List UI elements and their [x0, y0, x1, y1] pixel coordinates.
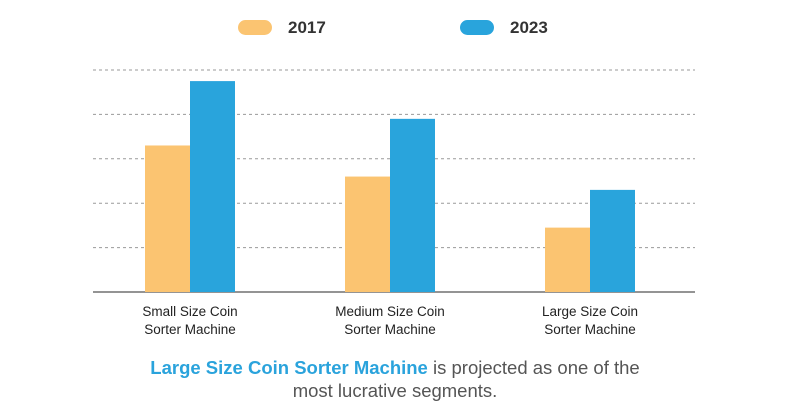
bar-2023-3	[590, 189, 635, 292]
bar-2017-3	[545, 227, 590, 292]
x-tick-label: Sorter Machine	[544, 322, 636, 337]
legend: 2017 2023	[238, 18, 548, 37]
legend-swatch-2017	[238, 20, 272, 35]
bars	[145, 81, 635, 292]
bar-2023-1	[190, 81, 235, 292]
caption-highlight: Large Size Coin Sorter Machine	[150, 357, 428, 378]
x-tick-label: Medium Size Coin	[335, 304, 445, 319]
bar-2017-2	[345, 176, 390, 292]
caption-text: is projected as one of the	[427, 357, 640, 378]
bar-2017-1	[145, 145, 190, 292]
legend-swatch-2023	[460, 20, 494, 35]
x-tick-label: Large Size Coin	[542, 304, 638, 319]
x-tick-label: Sorter Machine	[144, 322, 236, 337]
caption-line-1: Large Size Coin Sorter Machine is projec…	[0, 356, 790, 379]
x-tick-label: Small Size Coin	[142, 304, 237, 319]
legend-label-2017: 2017	[288, 18, 326, 37]
x-axis-labels: Small Size Coin Sorter Machine Medium Size…	[142, 304, 638, 337]
chart-caption: Large Size Coin Sorter Machine is projec…	[0, 356, 790, 402]
legend-label-2023: 2023	[510, 18, 548, 37]
bar-2023-2	[390, 118, 435, 292]
caption-line-2: most lucrative segments.	[292, 380, 498, 401]
x-tick-label: Sorter Machine	[344, 322, 436, 337]
